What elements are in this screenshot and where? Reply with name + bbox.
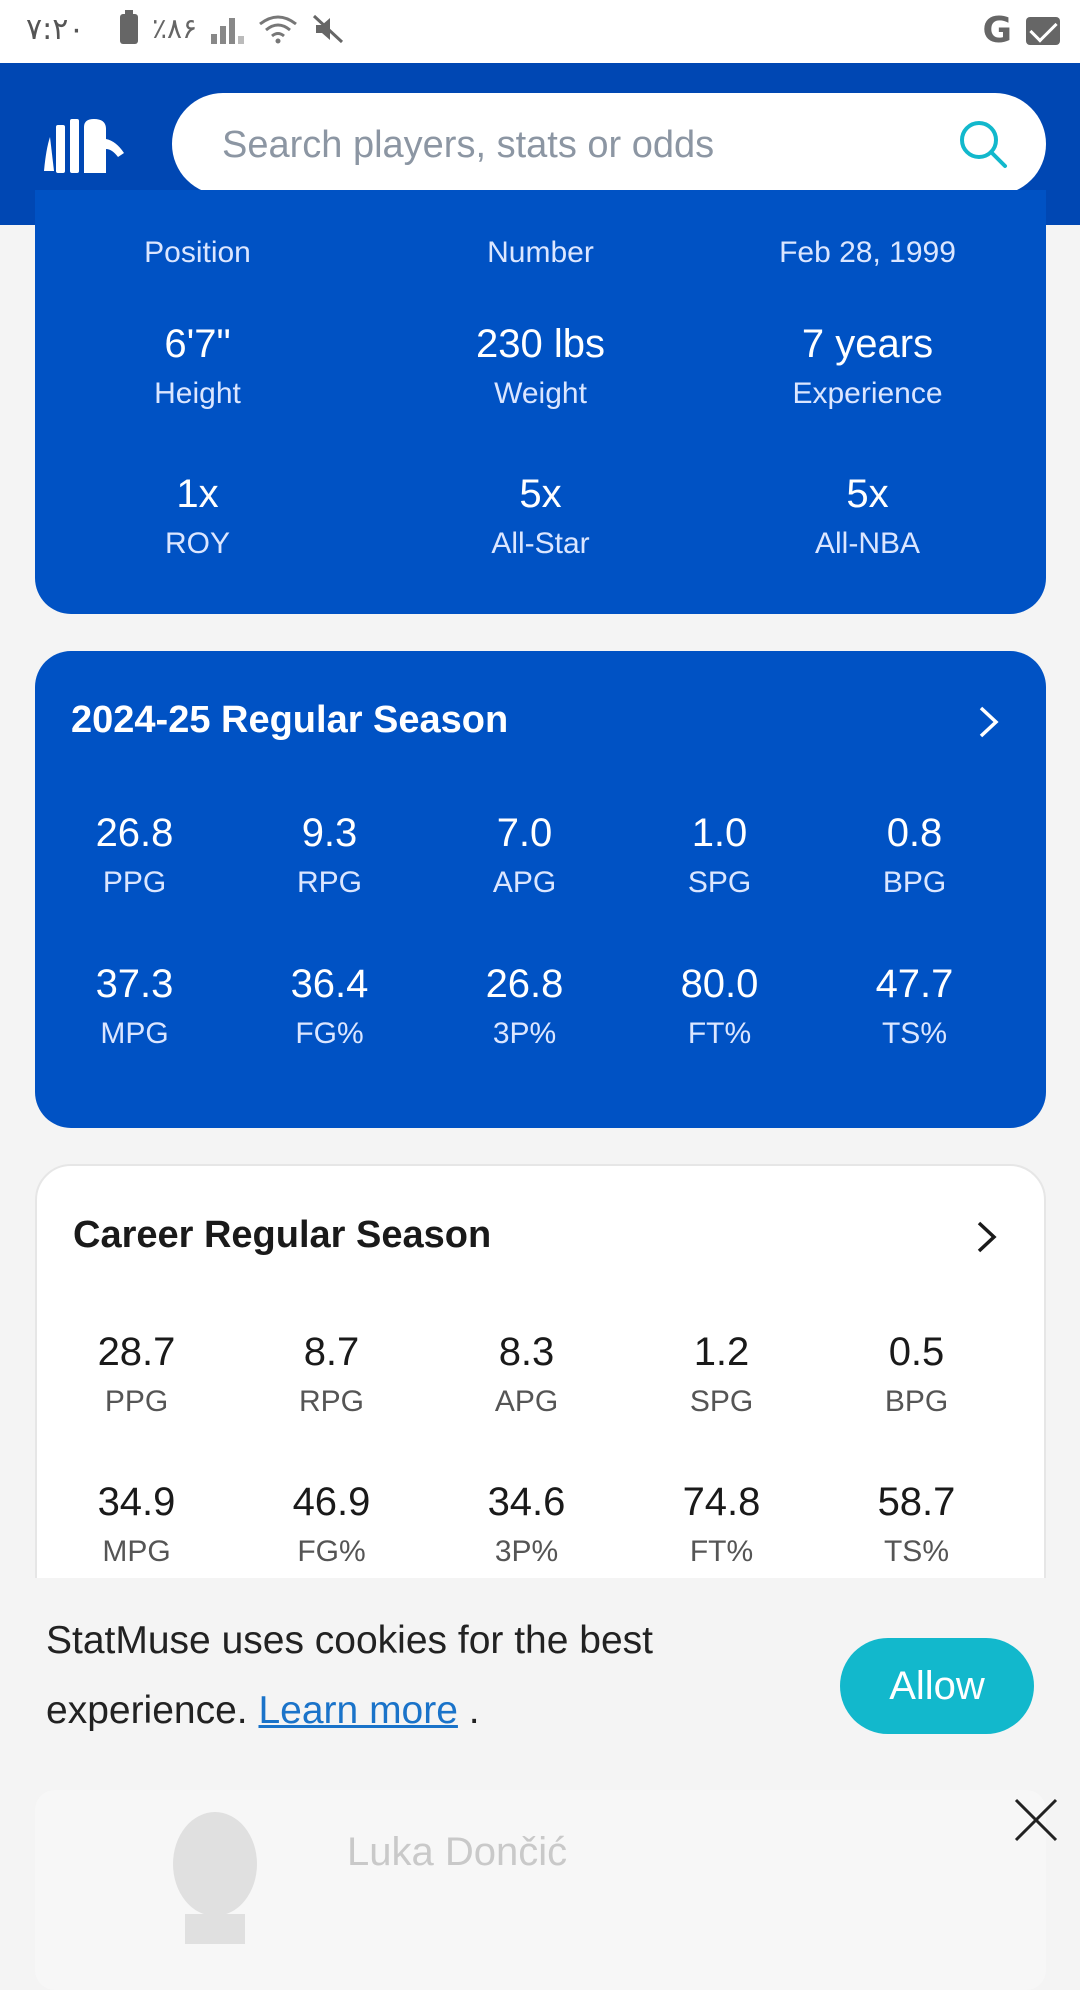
bio-number: Number	[487, 236, 594, 269]
status-time: ۷:۲۰	[26, 12, 85, 47]
bio-height: 6'7" Height	[154, 322, 241, 410]
career-3p: 34.6 3P%	[487, 1480, 566, 1568]
search-bar[interactable]	[172, 93, 1046, 197]
career-bpg: 0.5 BPG	[884, 1330, 949, 1418]
battery-level: ٪۸۶	[152, 12, 198, 45]
status-icons: ٪۸۶	[120, 9, 346, 45]
season-apg: 7.0 APG	[492, 811, 557, 899]
career-spg: 1.2 SPG	[689, 1330, 754, 1418]
season-stats-card[interactable]: 2024-25 Regular Season 26.8 PPG 9.3 RPG 7.…	[35, 651, 1046, 1128]
bio-birthdate: Feb 28, 1999	[779, 236, 956, 269]
search-input[interactable]	[220, 93, 924, 197]
learn-more-link[interactable]: Learn more	[258, 1689, 458, 1732]
career-fg: 46.9 FG%	[292, 1480, 371, 1568]
bio-all-star: 5x All-Star	[491, 472, 590, 560]
player-name: Luka Dončić	[347, 1830, 568, 1874]
season-ppg: 26.8 PPG	[95, 811, 174, 899]
statmuse-logo-icon[interactable]	[40, 119, 128, 181]
chevron-right-icon[interactable]	[978, 705, 1000, 739]
bio-roy: 1x ROY	[164, 472, 230, 560]
season-bpg: 0.8 BPG	[882, 811, 947, 899]
signal-icon	[211, 14, 245, 44]
player-bio-card: Position Number Feb 28, 1999 6'7" Height…	[35, 190, 1046, 614]
google-icon: G	[982, 10, 1012, 51]
career-mpg: 34.9 MPG	[97, 1480, 176, 1568]
career-rpg: 8.7 RPG	[298, 1330, 364, 1418]
career-title: Career Regular Season	[73, 1214, 492, 1256]
status-icons-right: G	[982, 12, 1060, 50]
season-fg: 36.4 FG%	[290, 962, 369, 1050]
app-header	[0, 63, 1080, 225]
season-mpg: 37.3 MPG	[95, 962, 174, 1050]
career-ts: 58.7 TS%	[877, 1480, 956, 1568]
close-icon[interactable]	[1012, 1796, 1060, 1844]
mute-icon	[313, 14, 344, 43]
career-apg: 8.3 APG	[494, 1330, 559, 1418]
bio-weight: 230 lbs Weight	[476, 322, 605, 410]
bio-experience: 7 years Experience	[792, 322, 943, 410]
status-bar: ۷:۲۰ ٪۸۶ G	[0, 0, 1080, 63]
wifi-icon	[259, 15, 298, 43]
season-ft: 80.0 FT%	[680, 962, 759, 1050]
mail-icon	[1026, 17, 1060, 45]
season-spg: 1.0 SPG	[687, 811, 752, 899]
season-ts: 47.7 TS%	[875, 962, 954, 1050]
bio-all-nba: 5x All-NBA	[814, 472, 920, 560]
career-ppg: 28.7 PPG	[97, 1330, 176, 1418]
allow-cookies-button[interactable]: Allow	[840, 1638, 1034, 1734]
chevron-right-icon[interactable]	[976, 1220, 998, 1254]
search-icon[interactable]	[958, 119, 1008, 169]
season-3p: 26.8 3P%	[485, 962, 564, 1050]
player-avatar	[173, 1812, 257, 1944]
season-rpg: 9.3 RPG	[296, 811, 362, 899]
battery-icon	[120, 9, 138, 44]
player-preview-row: Luka Dončić	[35, 1790, 1046, 1990]
bio-position: Position	[144, 236, 251, 269]
career-ft: 74.8 FT%	[682, 1480, 761, 1568]
season-title: 2024-25 Regular Season	[71, 699, 509, 741]
cookie-message: StatMuse uses cookies for the best exper…	[46, 1619, 653, 1732]
